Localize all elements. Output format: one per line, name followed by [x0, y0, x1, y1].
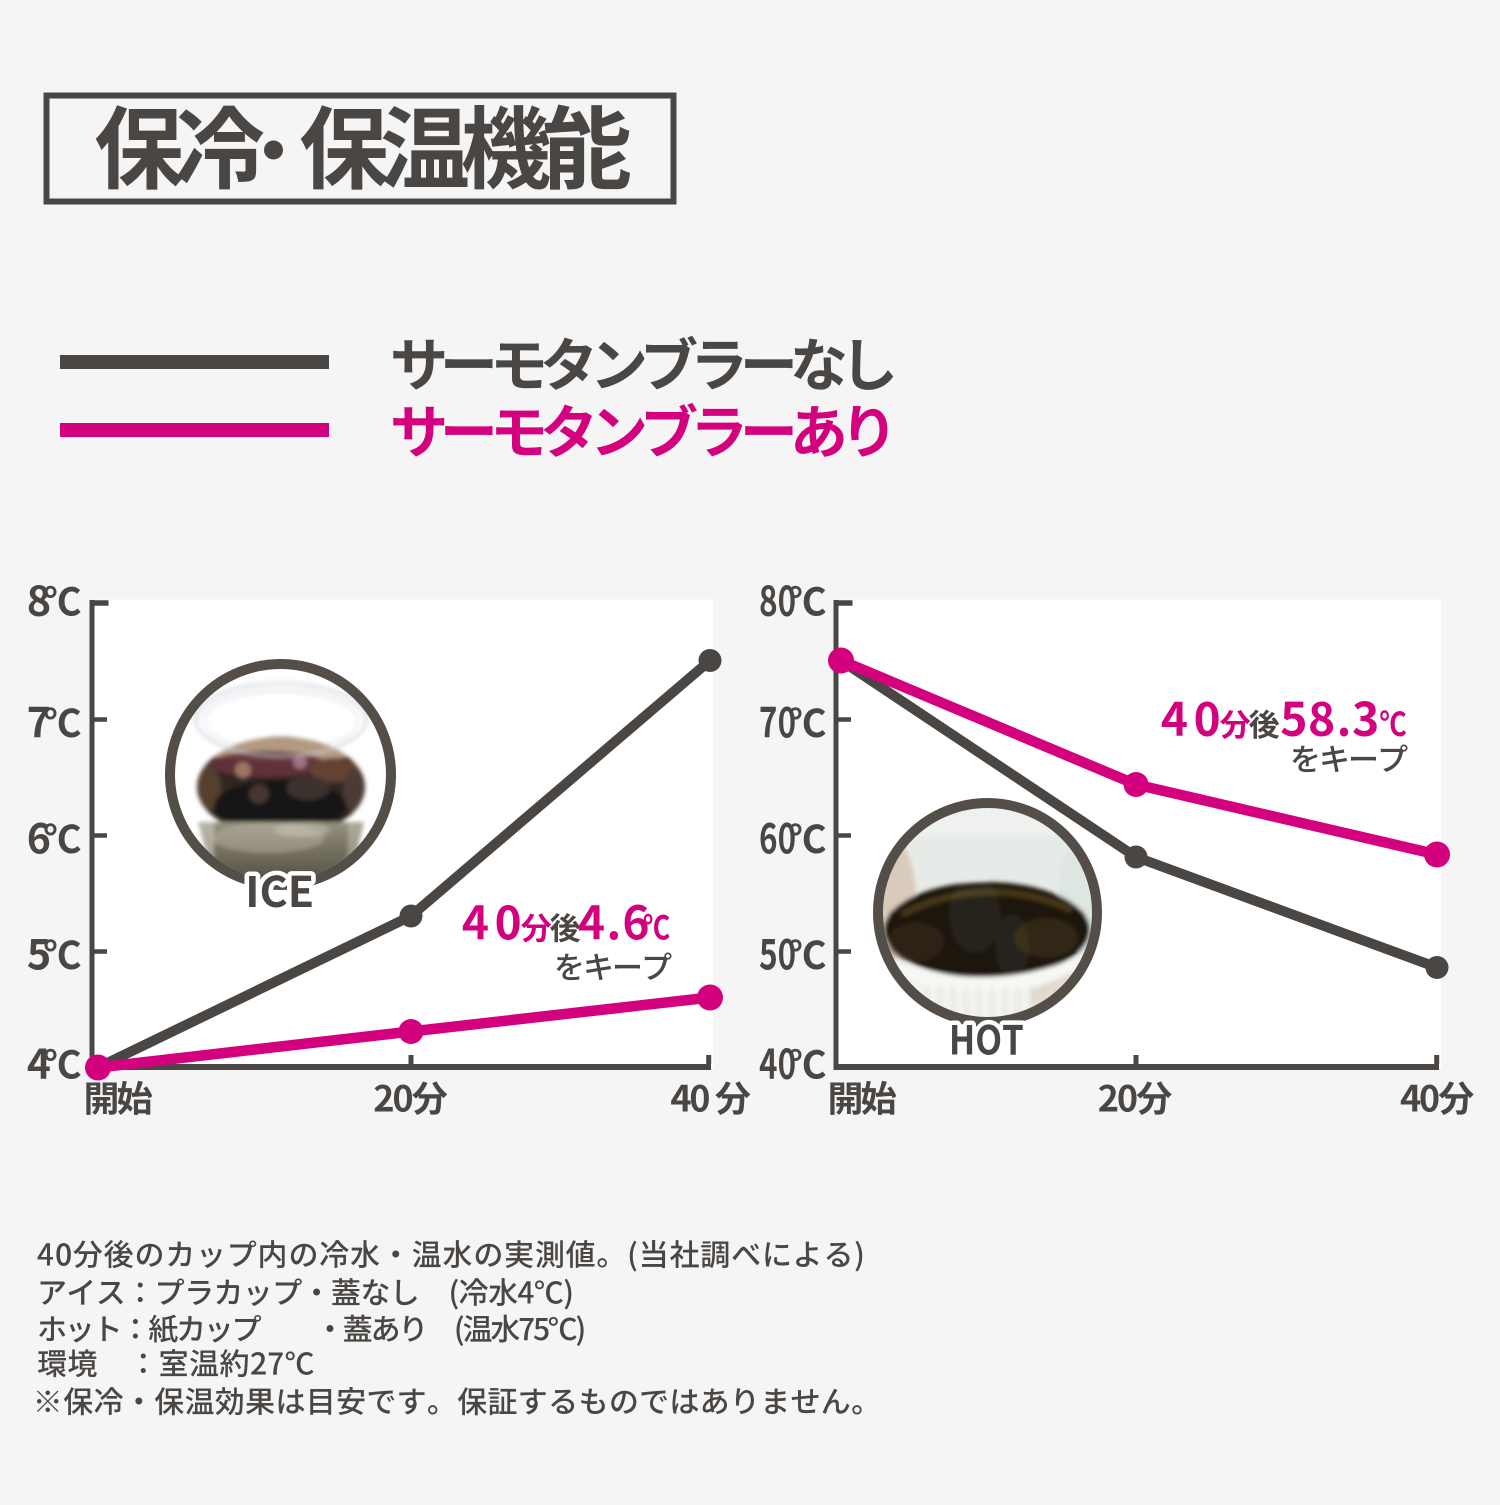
- svg-text:40: 40: [1161, 684, 1226, 750]
- svg-text:アイス：プラカップ・蓋なし (冷水4℃): アイス：プラカップ・蓋なし (冷水4℃): [37, 1269, 573, 1313]
- svg-text:をキープ: をキープ: [1290, 735, 1408, 780]
- svg-text:40 分: 40 分: [670, 1071, 751, 1123]
- svg-text:℃: ℃: [43, 809, 81, 864]
- svg-text:℃: ℃: [643, 902, 670, 950]
- svg-text:ホット：紙カップ ・蓋あり (温水75℃): ホット：紙カップ ・蓋あり (温水75℃): [37, 1305, 584, 1349]
- svg-text:5: 5: [27, 922, 51, 982]
- svg-text:℃: ℃: [788, 572, 826, 627]
- svg-text:60: 60: [759, 806, 796, 866]
- svg-text:℃: ℃: [43, 572, 81, 627]
- svg-text:20分: 20分: [1098, 1071, 1172, 1123]
- svg-text:70: 70: [759, 690, 796, 750]
- svg-text:ICE: ICE: [245, 859, 314, 920]
- svg-text:40: 40: [759, 1031, 796, 1091]
- svg-text:℃: ℃: [788, 1035, 826, 1090]
- svg-text:℃: ℃: [43, 693, 81, 748]
- svg-text:℃: ℃: [43, 1035, 81, 1090]
- svg-text:80: 80: [759, 568, 796, 628]
- svg-text:℃: ℃: [43, 925, 81, 980]
- svg-text:8: 8: [27, 568, 51, 628]
- svg-text:4.6: 4.6: [578, 888, 650, 954]
- svg-text:40: 40: [462, 888, 527, 954]
- svg-text:7: 7: [27, 690, 51, 750]
- svg-text:℃: ℃: [788, 925, 826, 980]
- svg-text:40分: 40分: [1400, 1071, 1474, 1123]
- svg-text:4: 4: [27, 1031, 51, 1091]
- svg-text:℃: ℃: [788, 809, 826, 864]
- svg-text:サーモタンブラーあり: サーモタンブラーあり: [390, 386, 890, 470]
- svg-text:後: 後: [550, 904, 581, 949]
- svg-text:℃: ℃: [788, 693, 826, 748]
- svg-text:保冷: 保冷: [94, 78, 264, 208]
- svg-text:50: 50: [759, 922, 796, 982]
- svg-text:HOT: HOT: [949, 1009, 1024, 1067]
- svg-text:℃: ℃: [1380, 698, 1407, 746]
- svg-text:20分: 20分: [373, 1071, 447, 1123]
- svg-text:40分後のカップ内の冷水・温水の実測値。(当社調べによる): 40分後のカップ内の冷水・温水の実測値。(当社調べによる): [37, 1231, 866, 1275]
- svg-text:環境 ：室温約27℃: 環境 ：室温約27℃: [37, 1340, 315, 1384]
- svg-text:をキープ: をキープ: [554, 943, 672, 988]
- svg-text:分: 分: [521, 904, 552, 949]
- svg-text:開始: 開始: [827, 1071, 896, 1123]
- svg-text:6: 6: [27, 806, 51, 866]
- svg-text:※保冷・保温効果は目安です。保証するものではありません。: ※保冷・保温効果は目安です。保証するものではありません。: [33, 1378, 881, 1422]
- svg-text:後: 後: [1249, 700, 1280, 745]
- svg-text:分: 分: [1220, 700, 1251, 745]
- svg-text:サーモタンブラーなし: サーモタンブラーなし: [390, 319, 894, 403]
- svg-text:保温機能: 保温機能: [299, 78, 630, 208]
- svg-text:58.3: 58.3: [1280, 684, 1380, 750]
